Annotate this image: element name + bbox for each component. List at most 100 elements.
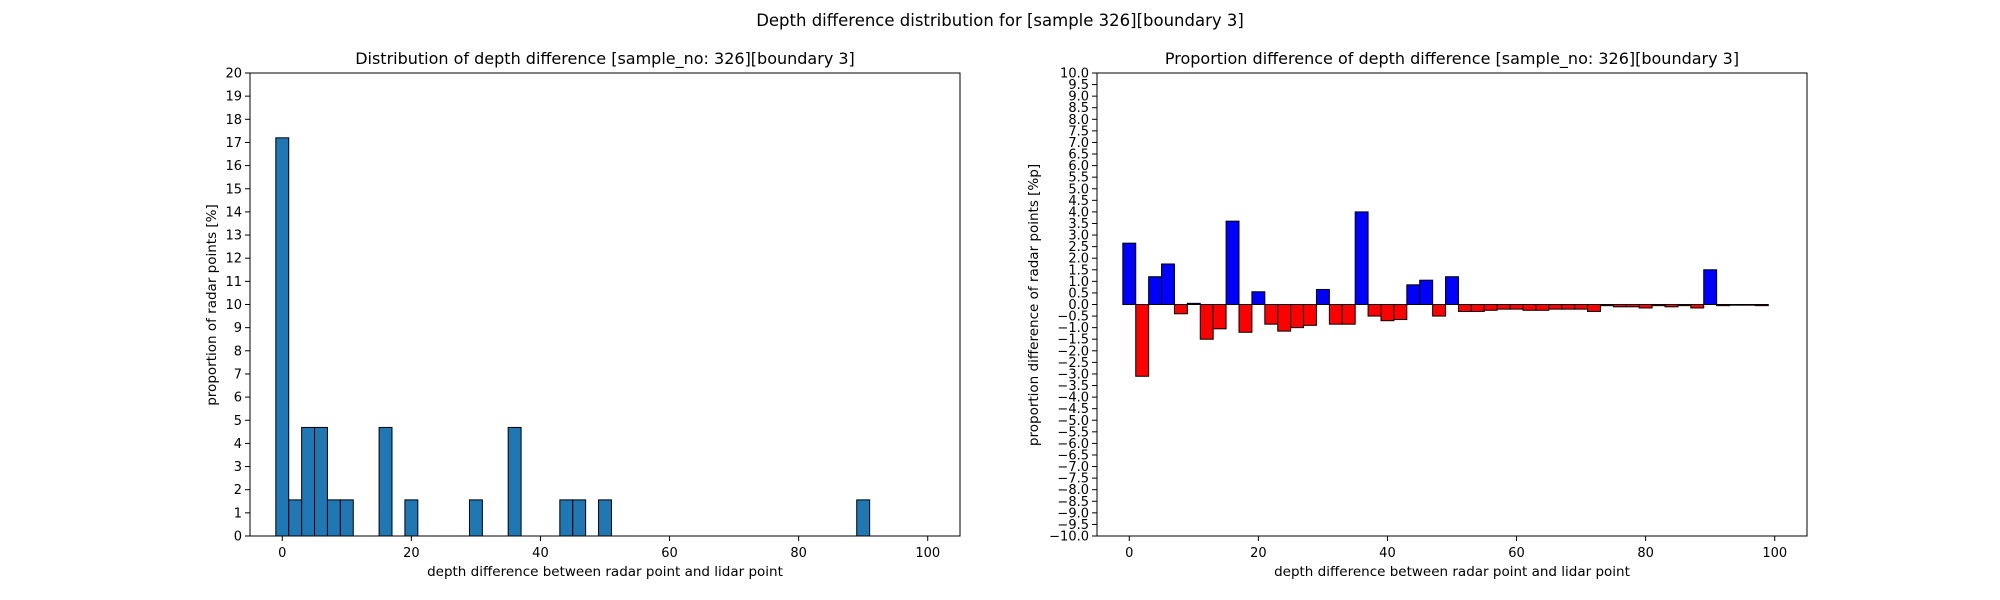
difference-y-tick-label: 10.0 (1060, 67, 1089, 82)
difference-chart: Proportion difference of depth differenc… (1026, 49, 1808, 580)
difference-bars (1122, 211, 1769, 377)
histogram-bar (314, 426, 328, 537)
histogram-x-axis-label: depth difference between radar point and… (427, 564, 783, 580)
difference-bar (1651, 304, 1666, 307)
difference-y-ticks: −10.0−9.5−9.0−8.5−8.0−7.5−7.0−6.5−6.0−5.… (1049, 67, 1097, 545)
histogram-x-tick-label: 20 (403, 546, 420, 561)
histogram-y-tick-label: 17 (225, 136, 242, 151)
histogram-bar (559, 499, 574, 537)
difference-y-tick-label: −2.5 (1057, 356, 1089, 371)
histogram-y-tick-label: 19 (225, 90, 242, 105)
difference-y-axis-label: proportion difference of radar points [%… (1026, 164, 1042, 446)
histogram-x-tick-label: 40 (532, 546, 549, 561)
difference-y-tick-label: 7.0 (1068, 136, 1089, 151)
histogram-title: Distribution of depth difference [sample… (355, 49, 855, 69)
difference-bar (1290, 304, 1305, 329)
difference-bar (1548, 304, 1563, 310)
difference-y-tick-label: −3.0 (1057, 367, 1089, 382)
difference-y-tick-label: 6.5 (1068, 148, 1089, 163)
histogram-bar (856, 499, 871, 537)
difference-y-tick-label: −8.5 (1057, 495, 1089, 510)
histogram-y-tick-label: 4 (234, 437, 242, 452)
difference-bar (1173, 304, 1188, 315)
difference-bar (1574, 304, 1589, 310)
difference-bar (1135, 304, 1150, 377)
difference-bar (1367, 304, 1382, 317)
difference-bar (1445, 276, 1459, 306)
histogram-x-ticks: 0 20 40 60 80 100 (278, 536, 940, 561)
difference-bar (1122, 242, 1137, 305)
histogram-y-tick-label: 2 (234, 483, 242, 498)
difference-bar (1277, 304, 1292, 332)
difference-y-tick-label: 9.5 (1068, 78, 1089, 93)
difference-bar (1225, 220, 1240, 305)
difference-bar (1522, 304, 1537, 311)
difference-bar (1535, 304, 1550, 311)
difference-bar (1238, 304, 1253, 333)
histogram-bar (288, 499, 303, 537)
histogram-x-tick-label: 80 (790, 546, 807, 561)
difference-bar (1393, 304, 1408, 321)
difference-bar (1161, 263, 1175, 305)
difference-x-tick-label: 0 (1125, 546, 1133, 561)
difference-bar (1754, 304, 1769, 307)
difference-bar (1341, 304, 1356, 325)
difference-bar (1716, 304, 1731, 307)
difference-bar (1483, 304, 1498, 311)
difference-y-tick-label: 3.0 (1068, 229, 1089, 244)
difference-x-ticks: 0 20 40 60 80 100 (1125, 536, 1787, 561)
difference-bar (1199, 304, 1214, 340)
difference-bar (1470, 304, 1485, 312)
histogram-y-tick-label: 16 (225, 159, 242, 174)
difference-bar (1625, 304, 1640, 308)
histogram-axes-frame (249, 72, 961, 537)
difference-bar (1406, 284, 1421, 306)
difference-y-tick-label: 2.0 (1068, 252, 1089, 267)
difference-bar (1729, 304, 1743, 306)
histogram-bar (301, 426, 316, 537)
difference-bar (1690, 304, 1705, 309)
difference-bar (1664, 304, 1679, 308)
figure-suptitle: Depth difference distribution for [sampl… (756, 11, 1244, 30)
histogram-bar (326, 499, 341, 537)
histogram-bar (339, 499, 354, 537)
difference-y-tick-label: −5.0 (1057, 414, 1089, 429)
difference-y-tick-label: −10.0 (1049, 530, 1089, 545)
difference-y-tick-label: 0.0 (1068, 298, 1089, 313)
difference-bar (1496, 304, 1511, 310)
difference-y-tick-label: −6.5 (1057, 448, 1089, 463)
histogram-bar (572, 499, 587, 537)
difference-y-tick-label: −6.0 (1057, 437, 1089, 452)
histogram-y-tick-label: 8 (234, 344, 242, 359)
difference-y-tick-label: 1.5 (1068, 263, 1089, 278)
difference-x-axis-label: depth difference between radar point and… (1274, 564, 1630, 580)
histogram-y-tick-label: 10 (225, 298, 242, 313)
difference-bar (1303, 304, 1317, 326)
difference-bar (1509, 304, 1524, 310)
difference-y-tick-label: −7.0 (1057, 460, 1089, 475)
histogram-y-axis-label: proportion of radar points [%] (204, 204, 220, 406)
difference-y-tick-label: −5.5 (1057, 425, 1089, 440)
histogram-y-tick-label: 18 (225, 113, 242, 128)
histogram-bars (275, 137, 871, 537)
difference-y-tick-label: −1.5 (1057, 333, 1089, 348)
difference-y-tick-label: −0.5 (1057, 310, 1089, 325)
difference-bar (1419, 279, 1434, 306)
histogram-y-tick-label: 12 (225, 252, 242, 267)
difference-bar (1251, 291, 1266, 305)
difference-y-tick-label: −7.5 (1057, 472, 1089, 487)
histogram-y-tick-label: 11 (225, 275, 242, 290)
difference-y-tick-label: 7.5 (1068, 124, 1089, 139)
difference-bar (1457, 304, 1472, 312)
difference-bar (1315, 288, 1330, 306)
difference-bar (1587, 304, 1601, 312)
histogram-y-tick-label: 3 (234, 460, 242, 475)
histogram-y-tick-label: 9 (234, 321, 242, 336)
difference-bar (1677, 304, 1692, 307)
difference-bar (1432, 304, 1447, 317)
difference-y-tick-label: 9.0 (1068, 90, 1089, 105)
difference-y-tick-label: −4.0 (1057, 391, 1089, 406)
difference-y-tick-label: 0.5 (1068, 286, 1089, 301)
